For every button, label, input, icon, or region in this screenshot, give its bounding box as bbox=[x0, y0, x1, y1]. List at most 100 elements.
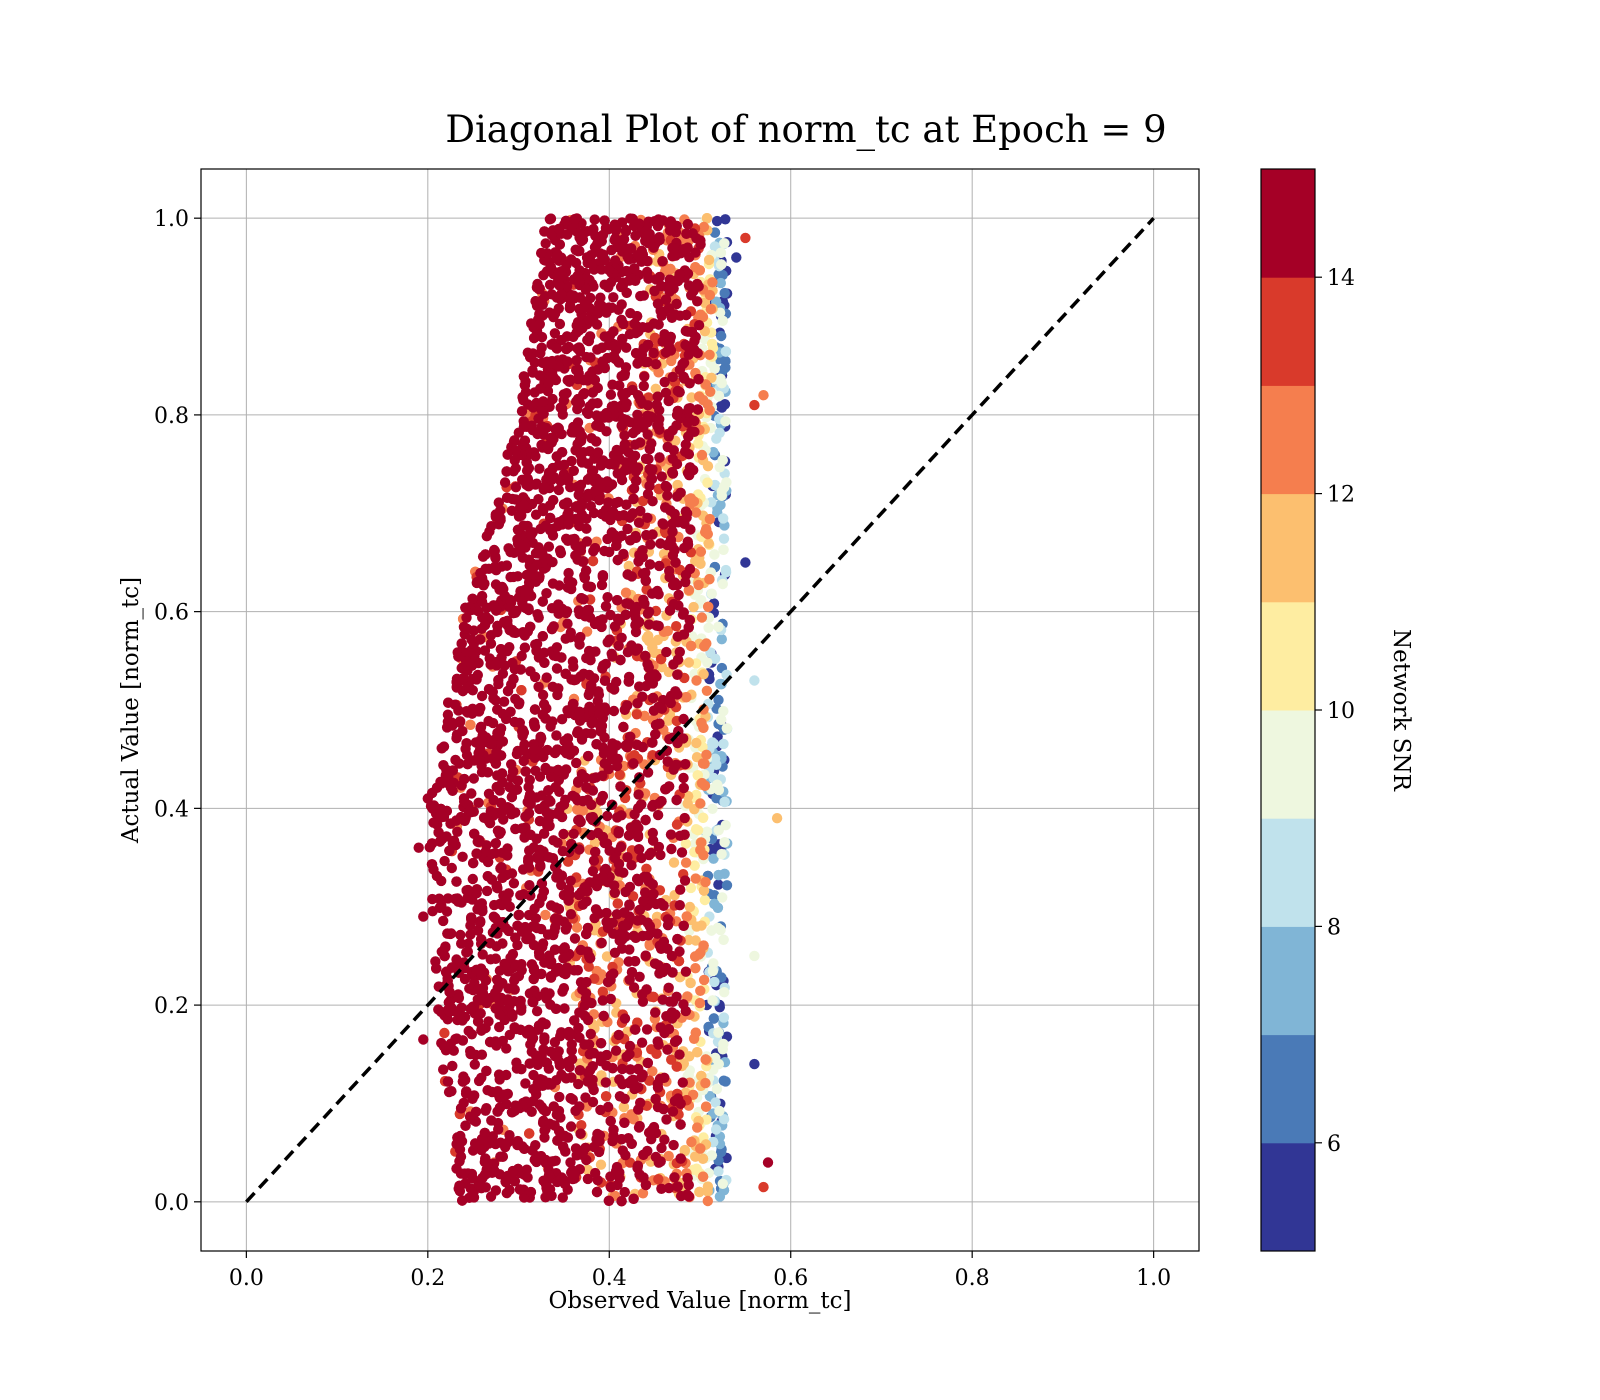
scatter-point bbox=[529, 671, 541, 683]
scatter-point bbox=[673, 600, 684, 611]
chart-title: Diagonal Plot of norm_tc at Epoch = 9 bbox=[445, 108, 1166, 152]
scatter-point bbox=[658, 519, 669, 530]
scatter-point bbox=[638, 895, 649, 907]
scatter-point bbox=[465, 929, 476, 940]
scatter-point bbox=[672, 1181, 683, 1192]
scatter-point bbox=[562, 618, 573, 629]
scatter-point bbox=[642, 356, 653, 368]
scatter-point bbox=[538, 699, 550, 710]
scatter-point bbox=[622, 647, 634, 658]
scatter-point bbox=[563, 473, 574, 484]
scatter-point bbox=[655, 1156, 666, 1167]
scatter-point bbox=[578, 374, 589, 386]
scatter-point bbox=[689, 860, 700, 871]
scatter-point bbox=[639, 371, 650, 382]
scatter-point bbox=[493, 674, 504, 686]
scatter-point bbox=[672, 405, 684, 417]
scatter-point bbox=[635, 1097, 646, 1109]
scatter-point bbox=[684, 462, 696, 473]
scatter-point bbox=[662, 441, 673, 453]
scatter-point bbox=[636, 852, 647, 864]
scatter-point bbox=[553, 267, 564, 278]
scatter-point bbox=[714, 1105, 725, 1117]
scatter-point bbox=[536, 331, 548, 343]
scatter-point bbox=[681, 228, 692, 239]
scatter-point bbox=[713, 1058, 724, 1070]
scatter-point bbox=[602, 810, 613, 822]
scatter-point bbox=[489, 1166, 500, 1177]
scatter-point bbox=[545, 796, 556, 807]
scatter-point bbox=[476, 596, 488, 607]
scatter-point bbox=[427, 893, 438, 905]
scatter-point bbox=[500, 1176, 511, 1187]
scatter-point bbox=[609, 255, 621, 266]
scatter-point bbox=[688, 601, 699, 613]
scatter-point bbox=[652, 809, 664, 821]
scatter-point bbox=[476, 690, 488, 702]
scatter-point bbox=[707, 803, 718, 814]
scatter-point bbox=[587, 866, 599, 877]
scatter-point bbox=[571, 355, 582, 366]
scatter-point bbox=[605, 993, 616, 1005]
scatter-point bbox=[705, 304, 717, 315]
scatter-point bbox=[516, 1005, 527, 1016]
scatter-point bbox=[457, 725, 468, 737]
scatter-point bbox=[632, 915, 643, 926]
scatter-point bbox=[616, 632, 627, 643]
scatter-point bbox=[519, 642, 531, 653]
scatter-point bbox=[562, 856, 574, 867]
scatter-point bbox=[588, 1084, 599, 1096]
scatter-point bbox=[439, 950, 450, 962]
scatter-point bbox=[704, 349, 715, 360]
scatter-point bbox=[647, 588, 658, 599]
scatter-point bbox=[615, 654, 626, 666]
scatter-point bbox=[657, 994, 668, 1005]
scatter-point bbox=[720, 346, 732, 357]
scatter-point bbox=[467, 593, 478, 604]
scatter-point bbox=[485, 638, 497, 649]
scatter-point bbox=[715, 247, 727, 258]
scatter-point bbox=[454, 1156, 465, 1167]
scatter-point bbox=[680, 838, 692, 849]
scatter-point bbox=[545, 213, 557, 224]
scatter-point bbox=[543, 785, 554, 796]
scatter-point bbox=[530, 1155, 541, 1166]
scatter-point bbox=[622, 852, 633, 863]
scatter-point bbox=[596, 264, 607, 275]
scatter-point bbox=[667, 467, 678, 478]
scatter-point bbox=[670, 1009, 681, 1020]
scatter-point bbox=[565, 875, 576, 886]
scatter-point bbox=[635, 394, 646, 405]
scatter-point bbox=[595, 1104, 606, 1116]
scatter-point bbox=[715, 924, 726, 936]
scatter-point bbox=[715, 277, 726, 289]
scatter-point bbox=[570, 550, 581, 561]
scatter-point bbox=[542, 929, 554, 940]
scatter-point bbox=[559, 1003, 570, 1014]
scatter-point bbox=[674, 646, 685, 658]
scatter-point bbox=[451, 876, 462, 887]
scatter-point bbox=[566, 455, 577, 467]
scatter-point bbox=[697, 812, 709, 823]
scatter-point bbox=[520, 1078, 531, 1089]
scatter-point bbox=[676, 847, 688, 858]
scatter-point bbox=[604, 546, 615, 558]
scatter-point bbox=[711, 215, 723, 227]
scatter-point bbox=[597, 871, 608, 883]
scatter-point bbox=[597, 770, 608, 781]
scatter-point bbox=[605, 1181, 617, 1193]
scatter-point bbox=[600, 1091, 612, 1102]
scatter-point bbox=[628, 1114, 639, 1125]
scatter-point bbox=[624, 512, 635, 523]
scatter-point bbox=[588, 1048, 600, 1059]
scatter-point bbox=[580, 283, 592, 295]
scatter-point bbox=[524, 774, 535, 786]
scatter-point bbox=[570, 1105, 581, 1117]
scatter-point bbox=[668, 579, 679, 591]
scatter-point bbox=[647, 750, 658, 761]
scatter-point bbox=[516, 510, 527, 521]
scatter-point bbox=[494, 965, 506, 976]
scatter-point bbox=[654, 718, 665, 729]
scatter-point bbox=[457, 1076, 469, 1087]
scatter-point bbox=[649, 216, 660, 227]
